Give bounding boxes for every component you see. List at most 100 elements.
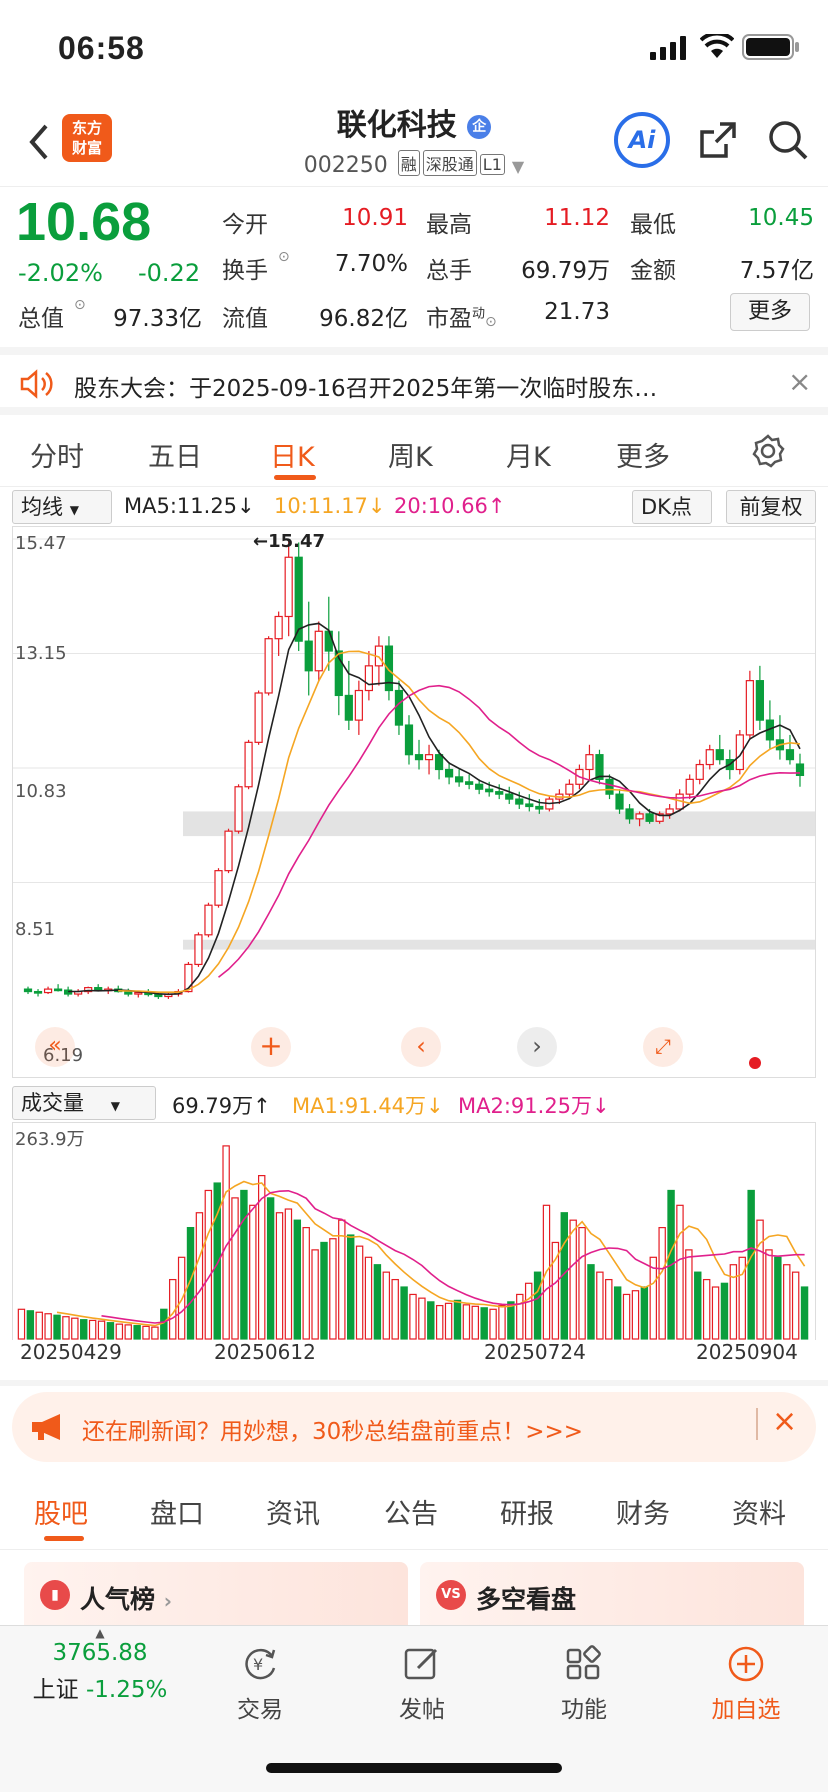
tab-monthly-k[interactable]: 月K <box>506 442 551 473</box>
content-tabs: 股吧 盘口 资讯 公告 研报 财务 资料 <box>0 1474 828 1550</box>
volume-bar <box>151 1326 159 1340</box>
rewind-button[interactable]: « <box>35 1027 75 1067</box>
date-label: 20250429 <box>20 1340 122 1364</box>
index-widget[interactable]: ▲ 3765.88 上证 -1.25% <box>20 1626 180 1704</box>
prev-button[interactable]: ‹ <box>401 1027 441 1067</box>
candle <box>655 813 664 822</box>
tab-profile[interactable]: 资料 <box>732 1499 786 1530</box>
candle <box>755 680 764 721</box>
back-arrow-icon[interactable] <box>26 122 50 162</box>
indicator-select[interactable]: 均线 ▼ <box>12 490 112 524</box>
volume-select[interactable]: 成交量 ▼ <box>12 1086 156 1120</box>
period-tabs: 分时 五日 日K 周K 月K 更多 <box>0 415 828 487</box>
index-name: 上证 <box>32 1677 79 1703</box>
tab-intraday[interactable]: 分时 <box>30 442 84 473</box>
info-icon[interactable]: ⊙ <box>74 297 86 313</box>
volume-bar <box>774 1256 782 1340</box>
close-icon[interactable]: × <box>788 365 812 398</box>
candle <box>735 734 744 771</box>
candle <box>384 645 394 692</box>
candle <box>745 680 754 736</box>
candle <box>665 808 674 815</box>
expand-icon[interactable]: ⤢ <box>643 1027 683 1067</box>
candle <box>625 808 634 820</box>
candle <box>33 990 43 994</box>
tab-finance[interactable]: 财务 <box>616 1499 670 1530</box>
gear-icon[interactable] <box>750 433 786 469</box>
notice-bar[interactable]: 股东大会：于2025-09-16召开2025年第一次临时股东… × <box>0 347 828 415</box>
search-icon[interactable] <box>766 118 810 162</box>
volume-bar <box>338 1219 346 1340</box>
nav-functions[interactable]: 功能 <box>524 1644 644 1724</box>
change-percent: -2.02% <box>18 259 103 287</box>
volume-bar <box>587 1264 595 1340</box>
tab-daily-k[interactable]: 日K <box>270 442 315 473</box>
change-amount: -0.22 <box>138 259 201 287</box>
field-label: 最高 <box>426 212 472 238</box>
candle <box>695 763 704 780</box>
promo-banner[interactable]: 还在刷新闻？用妙想，30秒总结盘前重点！>>> × <box>12 1392 816 1462</box>
volume-bar <box>320 1241 328 1340</box>
volume-bar <box>498 1304 506 1340</box>
candle <box>184 963 193 993</box>
candle <box>475 783 484 790</box>
volume-bar <box>480 1307 488 1340</box>
candle <box>525 803 534 808</box>
volume-bar <box>62 1316 70 1340</box>
volume-legend-row: 成交量 ▼ 69.79万↑ MA1:91.44万↓ MA2:91.25万↓ <box>0 1084 828 1122</box>
add-circle-icon <box>728 1646 764 1682</box>
volume-bar <box>80 1319 88 1340</box>
volume-bar <box>249 1204 257 1340</box>
volume-bar <box>756 1219 764 1340</box>
date-label: 20250612 <box>214 1340 316 1364</box>
nav-trade[interactable]: ¥ 交易 <box>200 1644 320 1724</box>
volume-chart[interactable]: 263.9万 <box>12 1122 816 1340</box>
field-value: 10.91 <box>342 205 408 231</box>
volume-bar <box>275 1212 284 1340</box>
candle <box>294 556 303 642</box>
vs-icon: VS <box>436 1580 466 1610</box>
dk-point-select[interactable]: DK点 <box>632 490 712 524</box>
tab-more[interactable]: 更多 <box>616 442 670 473</box>
close-icon[interactable]: × <box>772 1404 798 1439</box>
volume-bar <box>71 1317 79 1340</box>
volume-bar <box>649 1256 657 1340</box>
kline-chart[interactable]: 15.47 13.15 10.83 8.51 6.19 ←15.47 « + ‹… <box>12 526 816 1078</box>
candle <box>304 640 313 672</box>
high-marker: ←15.47 <box>253 531 326 552</box>
ai-button[interactable]: Ai <box>614 112 670 168</box>
volume-bar <box>195 1212 204 1340</box>
y-tick: 15.47 <box>15 533 67 554</box>
field-value: 96.82亿 <box>319 306 408 332</box>
volume-bar <box>311 1249 319 1340</box>
volume-bar <box>702 1278 711 1340</box>
volume-bar <box>800 1286 809 1340</box>
share-icon[interactable] <box>696 118 740 162</box>
candle <box>244 741 253 788</box>
zoom-in-button[interactable]: + <box>251 1027 291 1067</box>
tab-weekly-k[interactable]: 周K <box>388 442 433 473</box>
candle <box>274 615 283 640</box>
chevron-down-icon[interactable]: ▼ <box>511 157 525 176</box>
tab-research[interactable]: 研报 <box>500 1499 554 1530</box>
date-label: 20250724 <box>484 1340 586 1364</box>
info-icon[interactable]: ⊙ <box>278 249 290 265</box>
volume-bar <box>204 1189 213 1340</box>
adjust-select[interactable]: 前复权 <box>726 490 816 524</box>
more-button[interactable]: 更多 <box>730 293 810 331</box>
tab-news[interactable]: 资讯 <box>266 1499 320 1530</box>
nav-post[interactable]: 发帖 <box>362 1644 482 1724</box>
volume-bar <box>97 1320 106 1340</box>
field-value: 7.70% <box>334 251 408 277</box>
tab-five-day[interactable]: 五日 <box>148 442 202 473</box>
volume-bar <box>569 1219 577 1340</box>
volume-bar <box>142 1325 150 1340</box>
volume-bar <box>26 1310 35 1340</box>
tab-market-depth[interactable]: 盘口 <box>150 1499 204 1530</box>
next-button[interactable]: › <box>517 1027 557 1067</box>
nav-add-watchlist[interactable]: 加自选 <box>686 1644 806 1724</box>
volume-bar <box>391 1278 399 1340</box>
tab-announcements[interactable]: 公告 <box>384 1499 438 1530</box>
tab-forum[interactable]: 股吧 <box>34 1499 88 1530</box>
ma-line <box>68 622 801 996</box>
